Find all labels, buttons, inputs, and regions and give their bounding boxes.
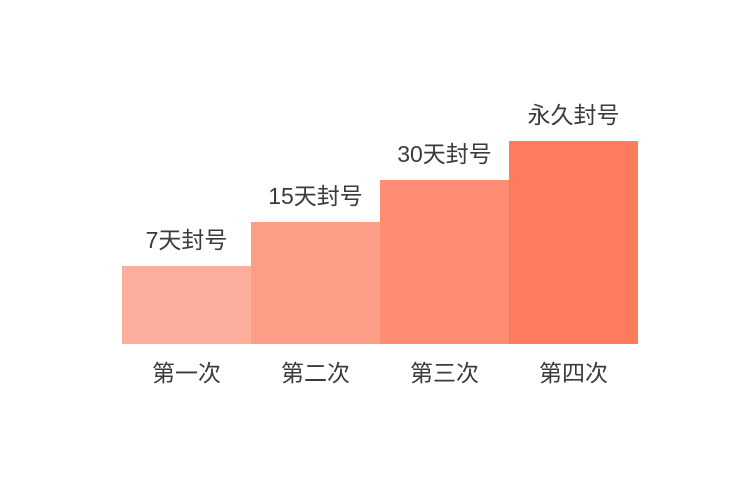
bar-value-label: 7天封号 [145,227,228,253]
bar-third-offense [380,180,509,344]
x-axis-label: 第一次 [152,360,221,386]
bar-second-offense [251,222,380,344]
x-axis-label: 第四次 [539,360,608,386]
bar-value-label: 30天封号 [397,141,492,167]
bar-first-offense [122,266,251,344]
bar-value-label: 永久封号 [527,102,620,128]
bar-group-third-offense: 30天封号 [380,141,509,344]
x-axis-label: 第二次 [281,360,350,386]
x-axis-labels: 第一次 第二次 第三次 第四次 [122,360,638,387]
bars-row: 7天封号 15天封号 30天封号 永久封号 [122,102,638,344]
bar-group-fourth-offense: 永久封号 [509,102,638,344]
bar-group-first-offense: 7天封号 [122,227,251,344]
bar-group-second-offense: 15天封号 [251,183,380,344]
x-axis-label: 第三次 [410,360,479,386]
bar-fourth-offense [509,141,638,344]
bar-value-label: 15天封号 [268,183,363,209]
